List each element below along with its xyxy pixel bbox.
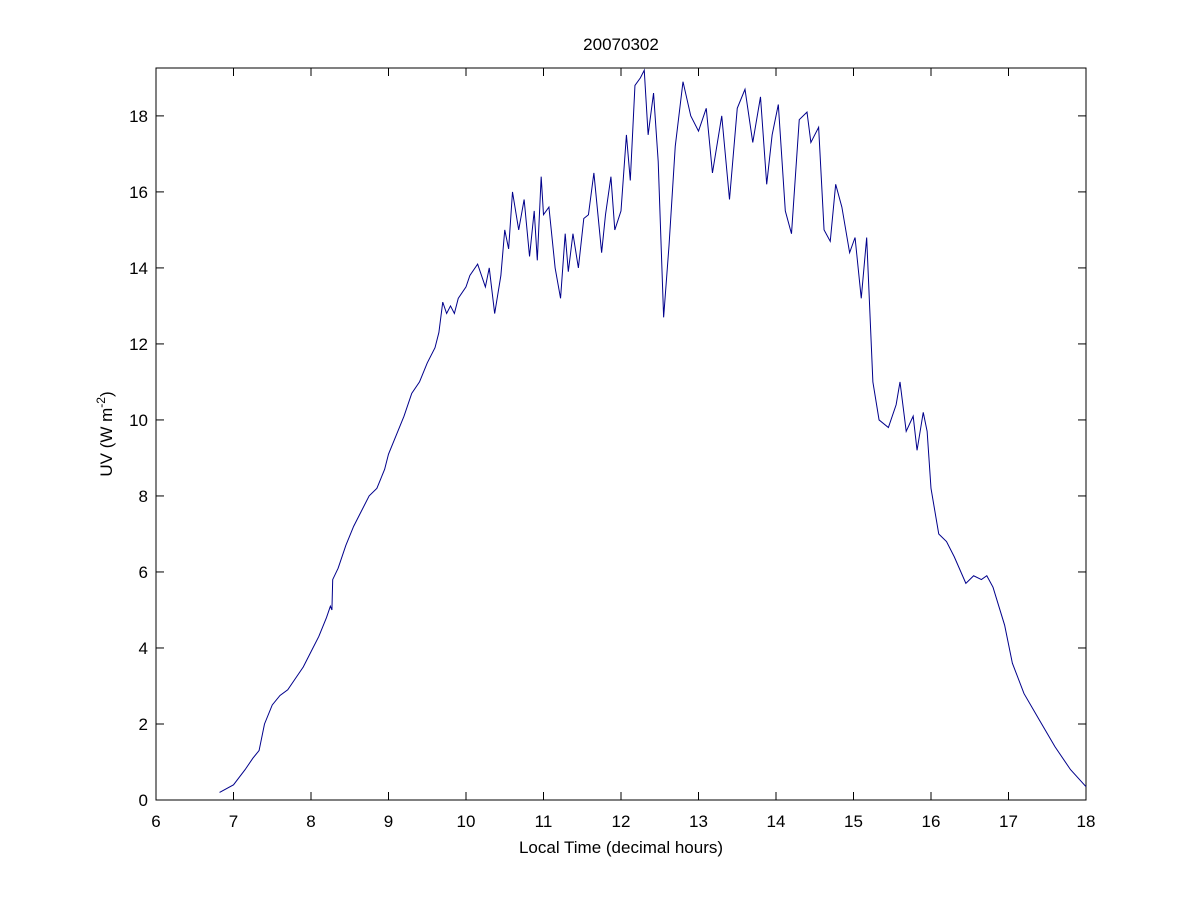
y-tick-label: 0	[139, 791, 148, 810]
x-tick-label: 15	[844, 812, 863, 831]
x-tick-label: 9	[384, 812, 393, 831]
y-axis-label: UV (W m-2)	[94, 391, 116, 476]
y-tick-label: 6	[139, 563, 148, 582]
x-tick-label: 8	[306, 812, 315, 831]
y-tick-label: 12	[129, 335, 148, 354]
y-label-sup: -2	[94, 397, 108, 408]
y-tick-label: 4	[139, 639, 148, 658]
x-tick-label: 6	[151, 812, 160, 831]
x-tick-label: 11	[535, 812, 553, 831]
chart-title: 20070302	[583, 35, 659, 54]
y-tick-label: 18	[129, 107, 148, 126]
data-line	[219, 68, 1087, 793]
y-tick-label: 16	[129, 183, 148, 202]
x-tick-label: 14	[767, 812, 786, 831]
y-tick-label: 14	[129, 259, 148, 278]
x-tick-label: 12	[612, 812, 631, 831]
y-tick-label: 10	[129, 411, 148, 430]
y-tick-label: 2	[139, 715, 148, 734]
y-label-text: UV (W m	[97, 408, 116, 477]
plot-area	[155, 67, 1087, 801]
x-tick-label: 17	[999, 812, 1018, 831]
y-tick-label: 8	[139, 487, 148, 506]
x-tick-label: 7	[229, 812, 238, 831]
y-label-end: )	[97, 391, 116, 397]
x-tick-label: 18	[1077, 812, 1096, 831]
x-tick-label: 13	[689, 812, 708, 831]
x-tick-label: 10	[457, 812, 476, 831]
x-tick-label: 16	[922, 812, 941, 831]
x-axis-label: Local Time (decimal hours)	[519, 838, 723, 857]
